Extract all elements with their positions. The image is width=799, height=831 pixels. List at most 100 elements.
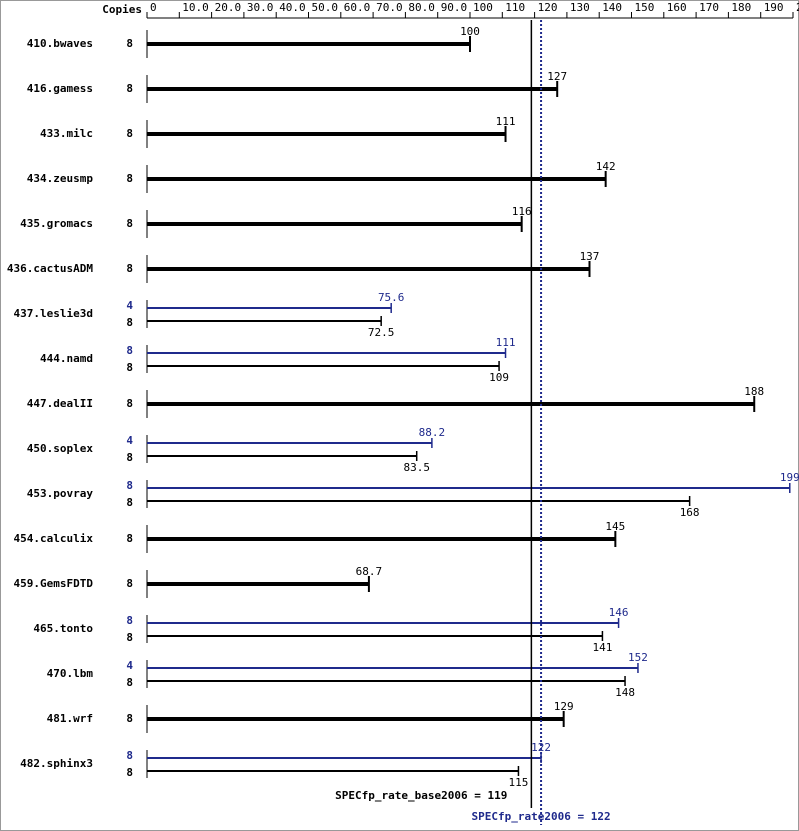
- value-label: 142: [596, 160, 616, 173]
- x-tick-label: 170: [699, 1, 719, 14]
- bar: [147, 42, 470, 46]
- value-label: 146: [609, 606, 629, 619]
- x-tick-label: 150: [635, 1, 655, 14]
- copies: 8: [126, 37, 133, 50]
- benchmark-label: 410.bwaves: [27, 37, 93, 50]
- x-tick-label: 140: [602, 1, 622, 14]
- bar: [147, 177, 606, 181]
- benchmark-label: 481.wrf: [47, 712, 93, 725]
- bar: [147, 680, 626, 682]
- x-tick-label: 190: [764, 1, 784, 14]
- bar: [147, 307, 392, 309]
- copies: 8: [126, 316, 133, 329]
- x-tick-label: 40.0: [279, 1, 306, 14]
- bar: [147, 500, 690, 502]
- bar: [147, 622, 619, 624]
- bar: [147, 537, 616, 541]
- copies: 8: [126, 172, 133, 185]
- bar: [147, 582, 369, 586]
- value-label: 72.5: [368, 326, 395, 339]
- copies: 8: [126, 577, 133, 590]
- copies: 8: [126, 217, 133, 230]
- copies: 8: [126, 397, 133, 410]
- value-label: 111: [496, 336, 516, 349]
- bar: [147, 365, 500, 367]
- copies: 8: [126, 676, 133, 689]
- benchmark-label: 447.dealII: [27, 397, 93, 410]
- copies: 8: [126, 82, 133, 95]
- copies: 8: [126, 766, 133, 779]
- x-tick-label: 180: [731, 1, 751, 14]
- copies: 8: [126, 127, 133, 140]
- copies: 8: [126, 614, 133, 627]
- value-label: 145: [605, 520, 625, 533]
- value-label: 199: [780, 471, 799, 484]
- benchmark-label: 465.tonto: [33, 622, 93, 635]
- benchmark-label: 482.sphinx3: [20, 757, 93, 770]
- copies-header: Copies: [102, 3, 142, 16]
- benchmark-label: 436.cactusADM: [7, 262, 93, 275]
- bar: [147, 402, 755, 406]
- benchmark-label: 454.calculix: [14, 532, 94, 545]
- copies: 8: [126, 479, 133, 492]
- benchmark-label: 416.gamess: [27, 82, 93, 95]
- value-label: 129: [554, 700, 574, 713]
- bar: [147, 132, 506, 136]
- value-label: 122: [531, 741, 551, 754]
- copies: 8: [126, 344, 133, 357]
- value-label: 68.7: [356, 565, 383, 578]
- copies: 8: [126, 712, 133, 725]
- copies: 8: [126, 631, 133, 644]
- bar: [147, 487, 790, 489]
- x-tick-label: 60.0: [344, 1, 371, 14]
- copies: 8: [126, 451, 133, 464]
- x-tick-label: 20.0: [215, 1, 242, 14]
- value-label: 88.2: [419, 426, 446, 439]
- bar: [147, 442, 432, 444]
- value-label: 127: [547, 70, 567, 83]
- value-label: 111: [496, 115, 516, 128]
- copies: 8: [126, 361, 133, 374]
- value-label: 141: [592, 641, 612, 654]
- x-tick-label: 70.0: [376, 1, 403, 14]
- value-label: 115: [509, 776, 529, 789]
- copies: 8: [126, 749, 133, 762]
- copies: 8: [126, 532, 133, 545]
- bar: [147, 320, 382, 322]
- x-tick-label: 100: [473, 1, 493, 14]
- value-label: 109: [489, 371, 509, 384]
- x-tick-label: 10.0: [182, 1, 209, 14]
- value-label: 148: [615, 686, 635, 699]
- value-label: 75.6: [378, 291, 405, 304]
- copies: 4: [126, 299, 133, 312]
- x-tick-label: 90.0: [441, 1, 468, 14]
- bar: [147, 352, 506, 354]
- x-tick-label: 160: [667, 1, 687, 14]
- copies: 4: [126, 434, 133, 447]
- value-label: 116: [512, 205, 532, 218]
- benchmark-label: 433.milc: [40, 127, 93, 140]
- value-label: 137: [580, 250, 600, 263]
- bar: [147, 717, 564, 721]
- x-tick-label: 80.0: [408, 1, 435, 14]
- copies: 8: [126, 262, 133, 275]
- reference-label: SPECfp_rate_base2006 = 119: [335, 789, 507, 802]
- bar: [147, 757, 542, 759]
- x-tick-label: 50.0: [312, 1, 339, 14]
- x-tick-label: 130: [570, 1, 590, 14]
- bar: [147, 455, 417, 457]
- value-label: 188: [744, 385, 764, 398]
- benchmark-label: 459.GemsFDTD: [14, 577, 94, 590]
- bar: [147, 635, 603, 637]
- bar: [147, 87, 558, 91]
- bar: [147, 222, 522, 226]
- value-label: 83.5: [403, 461, 430, 474]
- bar: [147, 770, 519, 772]
- copies: 4: [126, 659, 133, 672]
- benchmark-label: 435.gromacs: [20, 217, 93, 230]
- benchmark-label: 444.namd: [40, 352, 93, 365]
- benchmark-label: 453.povray: [27, 487, 94, 500]
- benchmark-label: 450.soplex: [27, 442, 94, 455]
